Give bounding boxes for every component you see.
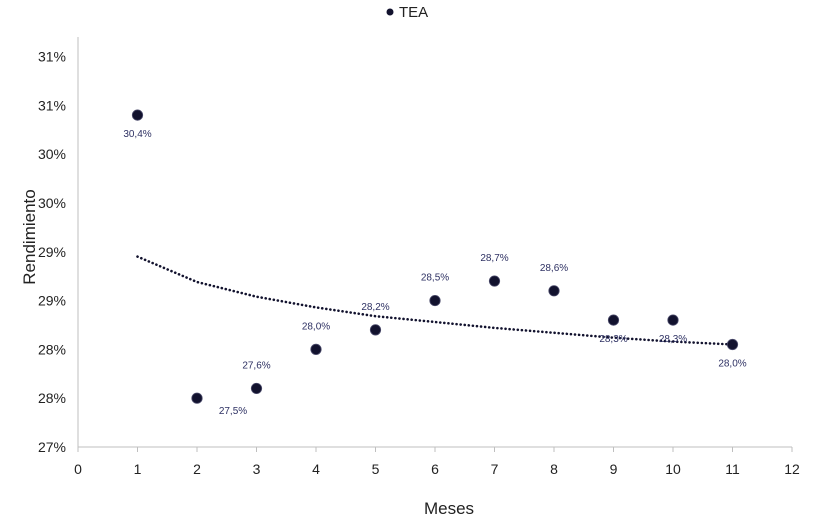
x-tick-label: 4 bbox=[312, 461, 320, 477]
y-tick-label: 31% bbox=[38, 49, 66, 65]
data-point bbox=[250, 382, 263, 395]
x-tick-label: 12 bbox=[784, 461, 800, 477]
data-point bbox=[667, 314, 679, 326]
data-point bbox=[131, 109, 144, 121]
x-tick-label: 5 bbox=[372, 461, 380, 477]
y-tick-label: 31% bbox=[38, 97, 66, 113]
x-tick-label: 0 bbox=[74, 461, 82, 477]
legend: TEA bbox=[386, 4, 428, 21]
data-point bbox=[548, 285, 560, 297]
x-tick-label: 6 bbox=[431, 461, 439, 477]
data-point bbox=[369, 324, 382, 336]
data-labels: 30,4% 27,5% 27,6% 28,0% 28,2% 28,5% 28,7% 28,6%… bbox=[123, 129, 746, 417]
y-tick-label: 30% bbox=[38, 195, 66, 211]
data-label: 30,4% bbox=[123, 129, 151, 140]
x-axis-title: Meses bbox=[424, 499, 474, 518]
data-point bbox=[488, 275, 501, 287]
x-tick-label: 3 bbox=[253, 461, 261, 477]
data-point bbox=[429, 294, 441, 307]
trendline-path bbox=[136, 255, 734, 346]
data-label: 28,5% bbox=[421, 273, 449, 284]
y-tick-label: 29% bbox=[38, 293, 66, 309]
data-point bbox=[191, 392, 203, 404]
x-tick-label: 7 bbox=[491, 461, 499, 477]
data-label: 27,5% bbox=[219, 406, 247, 417]
data-point bbox=[726, 338, 739, 351]
data-label: 28,6% bbox=[540, 263, 568, 274]
legend-label-tea: TEA bbox=[399, 4, 428, 21]
y-tick-label: 28% bbox=[38, 390, 66, 406]
legend-marker-tea bbox=[386, 8, 394, 16]
data-point bbox=[310, 343, 322, 355]
x-tick-label: 8 bbox=[550, 461, 558, 477]
data-point bbox=[607, 314, 620, 326]
data-label: 28,3% bbox=[599, 334, 627, 345]
data-label: 28,7% bbox=[480, 253, 508, 264]
x-axis-ticks: 0 1 2 3 4 5 6 7 8 9 10 11 12 bbox=[74, 447, 800, 477]
trendline bbox=[136, 255, 734, 346]
y-axis-ticks: 27% 28% 28% 29% 29% 30% 30% 31% 31% bbox=[38, 49, 66, 455]
y-tick-label: 29% bbox=[38, 244, 66, 260]
data-label: 28,2% bbox=[361, 302, 389, 313]
data-label: 28,0% bbox=[302, 321, 330, 332]
data-label: 28,0% bbox=[718, 359, 746, 370]
x-tick-label: 11 bbox=[725, 461, 740, 477]
x-tick-label: 9 bbox=[610, 461, 618, 477]
y-axis-title: Rendimiento bbox=[20, 189, 39, 284]
x-tick-label: 2 bbox=[193, 461, 201, 477]
x-tick-label: 1 bbox=[134, 461, 142, 477]
x-tick-label: 10 bbox=[665, 461, 681, 477]
data-label: 28,3% bbox=[659, 334, 687, 345]
y-tick-label: 28% bbox=[38, 341, 66, 357]
data-points bbox=[131, 109, 739, 404]
y-tick-label: 30% bbox=[38, 146, 66, 162]
y-tick-label: 27% bbox=[38, 439, 66, 455]
data-label: 27,6% bbox=[242, 360, 270, 371]
